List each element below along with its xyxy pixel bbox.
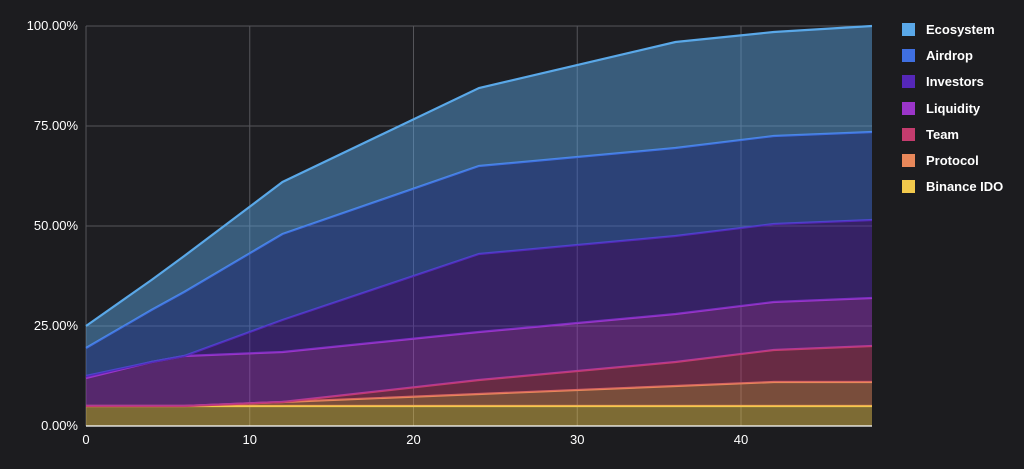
legend-item: Liquidity (902, 95, 1003, 121)
x-tick-label: 20 (406, 432, 420, 447)
legend-swatch (902, 48, 915, 62)
legend-swatch (902, 154, 915, 168)
legend-label: Investors (926, 74, 984, 90)
legend-swatch (902, 22, 915, 36)
legend-label: Ecosystem (926, 21, 995, 37)
line-airdrop (85, 130, 873, 349)
y-tick-label: 50.00% (34, 218, 79, 233)
y-tick-label: 100.00% (27, 18, 79, 33)
legend-label: Protocol (926, 153, 979, 169)
legend-item: Investors (902, 69, 1003, 95)
area-airdrop (86, 132, 872, 376)
area-team (86, 346, 872, 406)
x-tick-label: 40 (734, 432, 748, 447)
legend-label: Liquidity (926, 100, 981, 116)
area-liquidity (86, 298, 872, 406)
area-investors (86, 220, 872, 378)
y-tick-label: 75.00% (34, 118, 79, 133)
line-team (86, 344, 873, 408)
legend-swatch (902, 180, 915, 194)
y-tick-label: 25.00% (34, 318, 79, 333)
legend-label: Team (926, 126, 959, 142)
area-ecosystem (86, 26, 872, 348)
line-investors (85, 218, 873, 378)
y-tick-label: 0.00% (41, 418, 78, 433)
line-ecosystem (85, 24, 873, 327)
x-tick-label: 30 (570, 432, 584, 447)
legend-item: Protocol (902, 147, 1003, 173)
legend-swatch (902, 127, 915, 141)
area-binance-ido (86, 406, 872, 426)
legend-item: Binance IDO (902, 174, 1003, 200)
legend-label: Binance IDO (926, 179, 1004, 195)
legend-swatch (902, 101, 915, 115)
legend-swatch (902, 75, 915, 89)
legend: Ecosystem Airdrop Investors Liquidity Team Pr… (902, 16, 1003, 200)
legend-item: Team (902, 121, 1003, 147)
x-tick-label: 0 (82, 432, 89, 447)
legend-item: Airdrop (902, 42, 1003, 68)
x-tick-label: 10 (243, 432, 257, 447)
legend-label: Airdrop (926, 47, 973, 63)
legend-item: Ecosystem (902, 16, 1003, 42)
